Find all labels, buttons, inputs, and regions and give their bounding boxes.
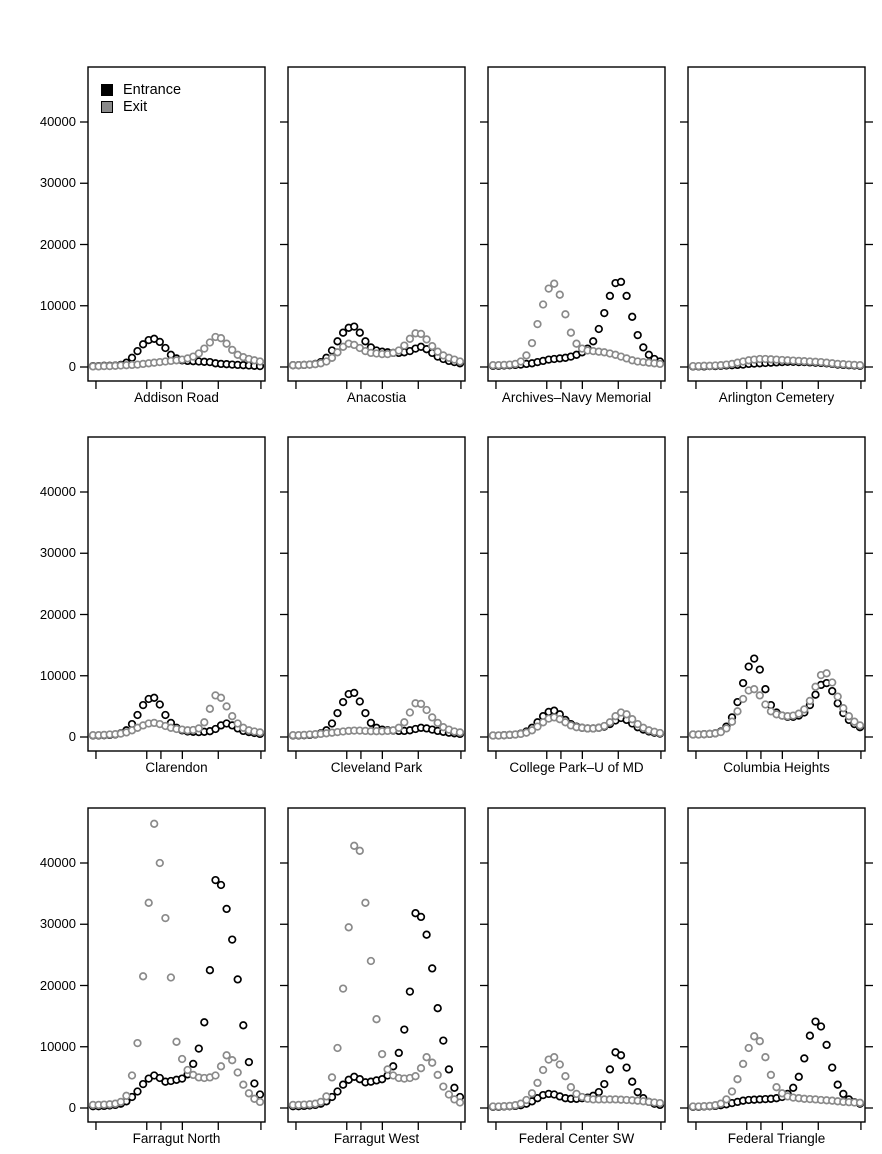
panel-Arlington Cemetery — [680, 66, 873, 389]
panel-Cleveland Park — [280, 436, 466, 759]
y-tick-label: 30000 — [39, 916, 76, 932]
panel-Anacostia — [280, 66, 466, 389]
station-label: Archives–Navy Memorial — [501, 390, 652, 405]
station-label: Arlington Cemetery — [718, 390, 835, 405]
station-label: Columbia Heights — [723, 760, 830, 775]
station-label: College Park–U of MD — [509, 760, 644, 775]
station-label: Farragut North — [132, 1131, 221, 1146]
station-label: Farragut West — [333, 1131, 420, 1146]
y-tick-label: 30000 — [39, 545, 76, 561]
panel-Federal Center SW — [480, 807, 666, 1130]
exit-points — [688, 354, 865, 371]
panel-Addison Road — [80, 66, 266, 389]
panel-Columbia Heights — [680, 436, 873, 759]
station-label: Addison Road — [134, 390, 219, 405]
y-tick-label: 10000 — [39, 1038, 76, 1054]
panel-College Park–U of MD — [480, 436, 666, 759]
y-tick-label: 0 — [68, 359, 76, 374]
y-tick-label: 0 — [68, 729, 76, 744]
exit-points — [688, 1032, 865, 1111]
station-label: Anacostia — [346, 390, 407, 405]
panel-Federal Triangle — [680, 807, 873, 1130]
station-label: Federal Triangle — [727, 1131, 826, 1146]
entrance-points — [688, 1017, 865, 1111]
exit-points — [288, 699, 465, 740]
exit-points — [288, 841, 465, 1110]
panel-Clarendon — [80, 436, 266, 759]
station-label: Federal Center SW — [518, 1131, 635, 1146]
y-tick-label: 10000 — [39, 297, 76, 313]
legend-label-entrance: Entrance — [123, 82, 182, 98]
exit-points — [688, 669, 865, 739]
exit-points — [288, 329, 465, 370]
y-tick-label: 10000 — [39, 667, 76, 683]
legend-swatch-exit — [101, 101, 113, 113]
y-tick-label: 20000 — [39, 606, 76, 622]
exit-points — [88, 691, 265, 740]
y-tick-label: 40000 — [39, 114, 76, 129]
legend-swatch-entrance — [101, 84, 113, 96]
exit-points — [488, 1053, 665, 1111]
y-tick-label: 0 — [68, 1100, 76, 1115]
panel-Archives–Navy Memorial — [480, 66, 666, 389]
panel-Farragut North — [80, 807, 266, 1130]
y-tick-label: 40000 — [39, 484, 76, 499]
y-tick-label: 30000 — [39, 175, 76, 191]
exit-points — [488, 279, 665, 370]
entrance-points — [288, 909, 465, 1111]
y-tick-label: 20000 — [39, 977, 76, 993]
y-tick-label: 40000 — [39, 855, 76, 870]
legend-label-exit: Exit — [123, 99, 148, 115]
station-label: Clarendon — [145, 760, 208, 775]
panel-Farragut West — [280, 807, 466, 1130]
exit-points — [488, 708, 665, 740]
entrance-points — [488, 277, 665, 370]
y-tick-label: 20000 — [39, 236, 76, 252]
station-label: Cleveland Park — [330, 760, 423, 775]
exit-points — [88, 819, 265, 1110]
exit-points — [88, 332, 265, 371]
